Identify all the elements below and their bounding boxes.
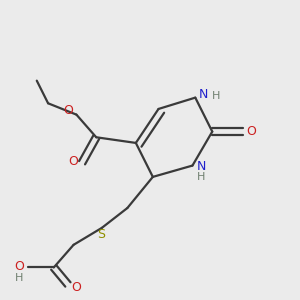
Text: O: O xyxy=(68,155,78,168)
Text: O: O xyxy=(14,260,24,273)
Text: H: H xyxy=(15,273,23,283)
Text: H: H xyxy=(212,91,220,101)
Text: O: O xyxy=(71,281,81,294)
Text: O: O xyxy=(246,125,256,138)
Text: O: O xyxy=(64,104,74,117)
Text: H: H xyxy=(197,172,205,182)
Text: S: S xyxy=(97,228,105,242)
Text: N: N xyxy=(199,88,208,101)
Text: N: N xyxy=(196,160,206,173)
